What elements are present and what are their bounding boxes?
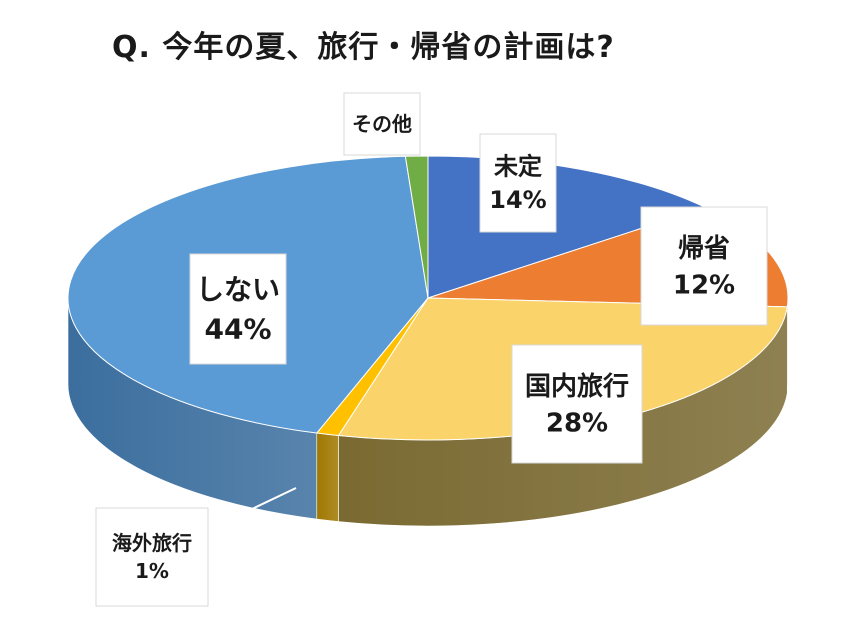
slice-value-label: 28%: [546, 408, 608, 438]
slice-category-label: その他: [352, 112, 412, 136]
pie-sides: [67, 297, 789, 527]
slice-label-4: しない 44%: [189, 253, 287, 365]
pie-labels: 未定 14% 帰省 12% 国内旅行 28% 海外旅行 1% しない 44% その他: [95, 92, 768, 607]
slice-label-box: [511, 344, 643, 464]
slice-label-1: 帰省 12%: [640, 206, 768, 326]
slice-category-label: しない: [196, 273, 280, 306]
slice-category-label: 未定: [494, 153, 542, 181]
slice-value-label: 14%: [489, 186, 546, 214]
slice-label-2: 国内旅行 28%: [511, 344, 643, 464]
slice-category-label: 海外旅行: [112, 531, 192, 555]
slice-value-label: 44%: [204, 312, 271, 345]
pie-side-3: [316, 432, 339, 522]
slice-label-box: [189, 253, 287, 365]
slice-category-label: 帰省: [678, 234, 730, 264]
slice-value-label: 1%: [135, 559, 169, 583]
chart-title: Q. 今年の夏、旅行・帰省の計画は?: [112, 30, 615, 65]
slice-category-label: 国内旅行: [525, 371, 629, 402]
slice-label-0: 未定 14%: [479, 133, 557, 233]
pie-slice-5: [404, 155, 429, 299]
slice-label-box: [343, 92, 421, 156]
slice-label-box: [640, 206, 768, 326]
slice-value-label: 12%: [673, 270, 735, 300]
slice-label-3: 海外旅行 1%: [95, 507, 209, 607]
slice-label-box: [479, 133, 557, 233]
slice-label-box: [95, 507, 209, 607]
slice-label-5: その他: [343, 92, 421, 156]
